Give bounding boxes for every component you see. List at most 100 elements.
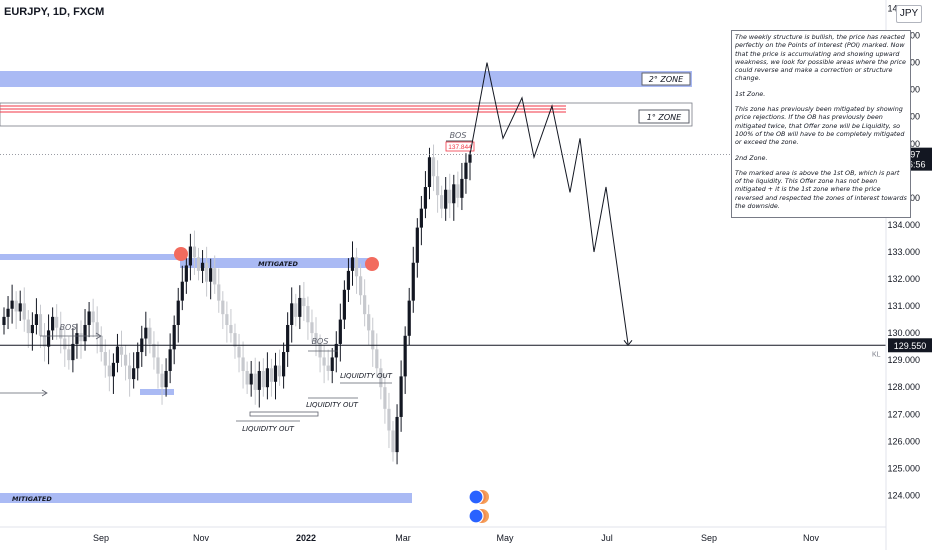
price-tick-label: 127.000 — [887, 409, 920, 419]
bos-label: BOS — [450, 131, 467, 140]
red-marker — [174, 247, 188, 261]
candle-body — [253, 373, 257, 390]
candle-body — [205, 262, 209, 282]
liquidity-box — [249, 411, 319, 417]
note-paragraph: This zone has previously been mitigated … — [735, 105, 907, 147]
bos-price-box — [445, 141, 475, 152]
candle-body — [237, 346, 241, 358]
event-icon — [468, 508, 484, 524]
candle-body — [180, 281, 184, 301]
time-tick-label: Nov — [803, 533, 820, 543]
mitigated-band-left — [0, 254, 180, 260]
candle-body — [314, 333, 318, 344]
candle-body — [460, 178, 464, 198]
price-tick-label: 133.000 — [887, 247, 920, 257]
projection-path — [469, 62, 629, 344]
candle-body — [75, 333, 79, 344]
candle-body — [83, 324, 87, 342]
candle-body — [456, 184, 460, 198]
candle-body — [59, 327, 63, 339]
candle-body — [128, 365, 132, 380]
candle-body — [233, 333, 237, 347]
candle-body — [30, 324, 34, 334]
note-paragraph: The marked area is above the 1st OB, whi… — [735, 168, 909, 211]
candle-body — [241, 357, 245, 371]
candle-body — [2, 316, 6, 325]
currency-button[interactable]: JPY — [896, 5, 922, 23]
note-paragraph: 1st Zone. — [735, 89, 766, 98]
price-tick-label: 132.000 — [887, 274, 920, 284]
zone-1-label-box — [638, 109, 690, 124]
candle-body — [67, 349, 71, 361]
candle-body — [391, 430, 395, 453]
candle-body — [115, 346, 120, 363]
analysis-note: The weekly structure is bullish, the pri… — [731, 30, 911, 218]
candle-body — [111, 362, 116, 377]
candle-body — [286, 324, 290, 353]
candle-body — [269, 368, 274, 382]
candle-body — [310, 322, 314, 334]
zone-2-label-box — [641, 72, 691, 86]
time-tick-label: Jul — [601, 533, 613, 543]
candle-body — [91, 311, 95, 323]
projection-arrow-head — [623, 339, 633, 347]
candle-body — [107, 365, 111, 377]
candle-body — [399, 376, 403, 417]
candle-body — [152, 343, 156, 358]
candle-body — [132, 368, 136, 380]
candle-body — [423, 187, 428, 209]
candle-body — [431, 157, 436, 177]
candle-body — [200, 262, 205, 271]
candle-body — [273, 365, 278, 382]
price-tick-label: 128.000 — [887, 382, 920, 392]
candle-body — [119, 346, 124, 355]
price-tick-label: 126.000 — [887, 436, 920, 446]
candle-body — [427, 157, 432, 188]
candle-body — [379, 368, 383, 388]
candlestick-series — [2, 141, 472, 465]
price-tick-label: 129.000 — [887, 355, 920, 365]
candle-body — [188, 246, 192, 266]
zone-2-label: 2° ZONE — [649, 75, 684, 84]
symbol-title: EURJPY, 1D, FXCM — [4, 6, 105, 18]
candle-body — [99, 335, 103, 353]
price-tick-label: 134.000 — [887, 220, 920, 230]
time-tick-label: Mar — [395, 533, 411, 543]
candle-body — [42, 335, 47, 347]
candle-body — [79, 333, 83, 342]
candle-body — [192, 246, 197, 258]
candle-body — [51, 316, 55, 331]
candle-body — [407, 300, 411, 336]
candle-body — [196, 257, 201, 271]
candle-body — [14, 300, 18, 312]
time-tick-label: May — [496, 533, 514, 543]
note-paragraph: The weekly structure is bullish, the pri… — [735, 33, 909, 83]
candle-body — [148, 327, 152, 344]
candle-body — [371, 330, 375, 350]
candle-body — [221, 300, 225, 315]
candle-body — [172, 324, 176, 350]
price-tick-label: 124.000 — [887, 490, 920, 500]
mitigated-band — [180, 258, 372, 268]
liquidity-out-label: LIQUIDITY OUT — [306, 401, 359, 409]
time-axis: Sep Nov 2022 Mar May Jul Sep Nov — [93, 533, 820, 543]
candle-body — [464, 162, 468, 179]
candle-body — [261, 370, 265, 388]
candle-body — [326, 365, 330, 371]
candle-body — [217, 284, 221, 301]
time-tick-label: Sep — [701, 533, 717, 543]
candle-body — [87, 311, 91, 325]
candle-body — [383, 387, 387, 409]
candle-body — [403, 335, 407, 377]
candle-body — [435, 176, 440, 196]
candle-body — [95, 322, 99, 336]
candle-body — [322, 357, 326, 366]
bos-label: BOS — [312, 337, 329, 346]
candle-body — [22, 303, 26, 320]
time-tick-label: 2022 — [296, 533, 316, 543]
candle-body — [229, 324, 233, 334]
candle-body — [290, 303, 294, 325]
candle-body — [55, 316, 59, 328]
candle-body — [245, 370, 249, 385]
bos-label: BOS — [60, 323, 77, 332]
